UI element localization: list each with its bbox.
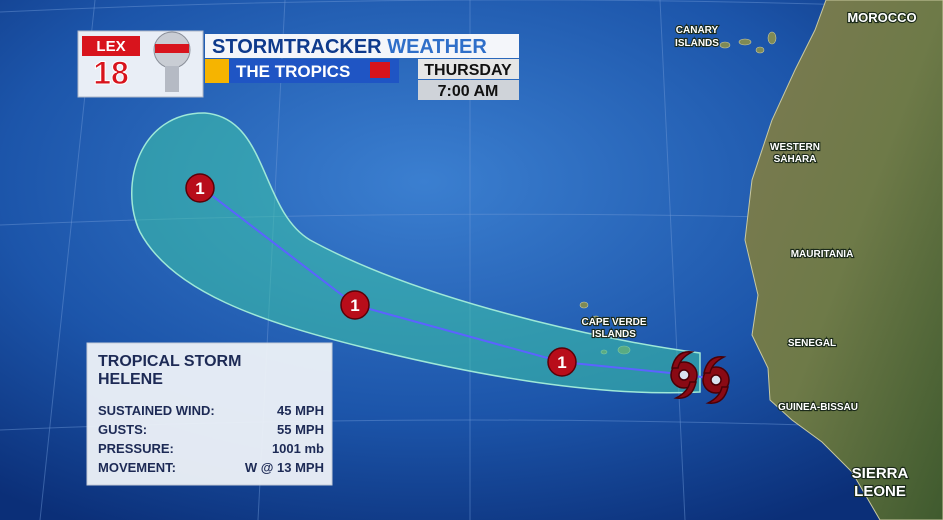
map-label: SAHARA <box>774 154 817 165</box>
header-day: THURSDAY <box>424 62 512 79</box>
current-storm-icons <box>670 351 730 404</box>
storm-marker: 1 <box>185 173 215 203</box>
map-label: WESTERN <box>770 142 820 153</box>
info-label: GUSTS: <box>98 422 147 437</box>
logo-band <box>82 36 140 56</box>
header-time: 7:00 AM <box>438 83 499 100</box>
info-label: SUSTAINED WIND: <box>98 403 215 418</box>
info-box: TROPICAL STORM HELENE SUSTAINED WIND: 45… <box>86 342 333 486</box>
time-bar <box>418 80 519 100</box>
storm-category: 1 <box>557 353 566 372</box>
flag-icon <box>370 62 390 78</box>
info-title: TROPICAL STORM <box>98 353 241 370</box>
map-label: GUINEA-BISSAU <box>778 402 858 413</box>
map-label: SENEGAL <box>788 338 836 349</box>
info-value: 1001 mb <box>272 441 324 456</box>
map-label: MAURITANIA <box>791 249 854 260</box>
info-value: 55 MPH <box>277 422 324 437</box>
info-value: 45 MPH <box>277 403 324 418</box>
map-label: MOROCCO <box>847 10 916 25</box>
storm-marker: 1 <box>547 347 577 377</box>
title-bar <box>205 34 519 58</box>
day-bar <box>418 59 519 79</box>
map-label: CANARY <box>676 25 719 36</box>
info-label: PRESSURE: <box>98 441 174 456</box>
forecast-cone <box>131 112 701 394</box>
map-label: SIERRA <box>852 465 909 482</box>
radar-banner <box>155 44 189 53</box>
header-subtitle: THE TROPICS <box>236 62 350 81</box>
header-title: STORMTRACKER WEATHER <box>212 36 487 58</box>
storm-category: 1 <box>350 296 359 315</box>
storm-marker: 1 <box>340 290 370 320</box>
info-title: HELENE <box>98 371 163 388</box>
logo-channel: 18 <box>93 55 129 91</box>
radar-tower <box>165 66 179 92</box>
title-word: WEATHER <box>387 36 487 58</box>
station-logo: LEX 18 <box>77 30 204 98</box>
map-label: CAPE VERDE <box>581 317 646 328</box>
info-value: W @ 13 MPH <box>245 460 324 475</box>
info-panel <box>86 342 333 486</box>
map-label: ISLANDS <box>675 38 719 49</box>
title-brand: STORMTRACKER <box>212 36 382 58</box>
accent-square <box>205 59 229 83</box>
info-label: MOVEMENT: <box>98 460 176 475</box>
storm-category: 1 <box>195 179 204 198</box>
logo-station: LEX <box>96 38 125 55</box>
africa-coast <box>744 0 943 520</box>
map-label: LEONE <box>854 483 906 500</box>
map-label: ISLANDS <box>592 329 636 340</box>
